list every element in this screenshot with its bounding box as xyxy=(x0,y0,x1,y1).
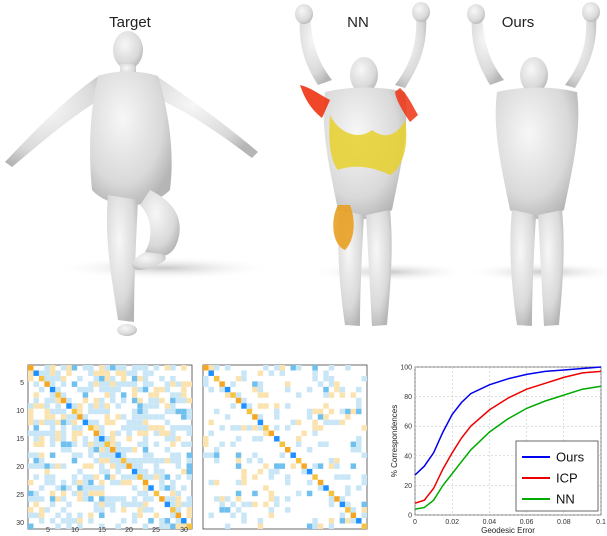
legend-label-nn: NN xyxy=(556,492,575,507)
chart-ytick-4: 80 xyxy=(404,394,412,401)
correspondence-matrix-nn xyxy=(27,364,193,530)
chart-legend: Ours ICP NN xyxy=(515,440,599,512)
chart-ylabel: % Correspondences xyxy=(390,405,399,477)
chart-ytick-5: 100 xyxy=(400,365,412,372)
matrix-left-y-ticks: 5 10 15 20 25 30 xyxy=(16,380,24,527)
matrix-left-ytick-25: 25 xyxy=(16,492,24,499)
chart-ytick-0: 0 xyxy=(408,513,412,520)
chart-xtick-4: 0.08 xyxy=(557,519,571,526)
matrix-left-xtick-20: 20 xyxy=(125,527,133,534)
matrix-left-x-ticks: 5 10 15 20 25 30 xyxy=(46,527,188,534)
target-body xyxy=(5,31,275,336)
chart-ytick-1: 20 xyxy=(404,483,412,490)
matrix-left-xtick-5: 5 xyxy=(46,527,50,534)
matrix-left-xtick-15: 15 xyxy=(98,527,106,534)
matrix-left-ytick-20: 20 xyxy=(16,464,24,471)
matrix-left-xtick-25: 25 xyxy=(152,527,160,534)
matrix-left-ytick-15: 15 xyxy=(16,436,24,443)
series-line-nn xyxy=(414,385,602,510)
nn-label: NN xyxy=(347,14,369,31)
series-line-ours xyxy=(414,366,602,476)
chart-lines xyxy=(414,366,602,510)
chart-xtick-5: 0.1 xyxy=(596,519,606,526)
matrix-left-ytick-5: 5 xyxy=(20,380,24,387)
chart-xtick-1: 0.02 xyxy=(445,519,459,526)
chart-ytick-3: 60 xyxy=(404,424,412,431)
matrix-left-ytick-30: 30 xyxy=(16,520,24,527)
legend-label-ours: Ours xyxy=(556,450,585,465)
nn-body xyxy=(295,2,470,326)
matrix-left-ytick-10: 10 xyxy=(16,408,24,415)
matrix-left-xtick-10: 10 xyxy=(71,527,79,534)
chart-xtick-0: 0 xyxy=(413,519,417,526)
legend-label-icp: ICP xyxy=(556,471,578,486)
target-label: Target xyxy=(109,14,151,31)
correspondence-matrix-ours xyxy=(202,364,368,530)
geodesic-error-chart: 0 20 40 60 80 100 0 0.02 0.04 0.06 0.08 0.1 Geodesi… xyxy=(390,365,606,536)
chart-xlabel: Geodesic Error xyxy=(481,526,535,535)
legend-box xyxy=(515,440,599,512)
series-line-icp xyxy=(414,370,602,504)
matrix-left-xtick-30: 30 xyxy=(180,527,188,534)
chart-xtick-3: 0.06 xyxy=(520,519,534,526)
chart-xtick-2: 0.04 xyxy=(483,519,497,526)
chart-ticks: 0 20 40 60 80 100 0 0.02 0.04 0.06 0.08 0.1 xyxy=(400,365,606,527)
ours-label: Ours xyxy=(501,14,535,31)
ours-body xyxy=(465,2,607,326)
chart-ytick-2: 40 xyxy=(404,453,412,460)
